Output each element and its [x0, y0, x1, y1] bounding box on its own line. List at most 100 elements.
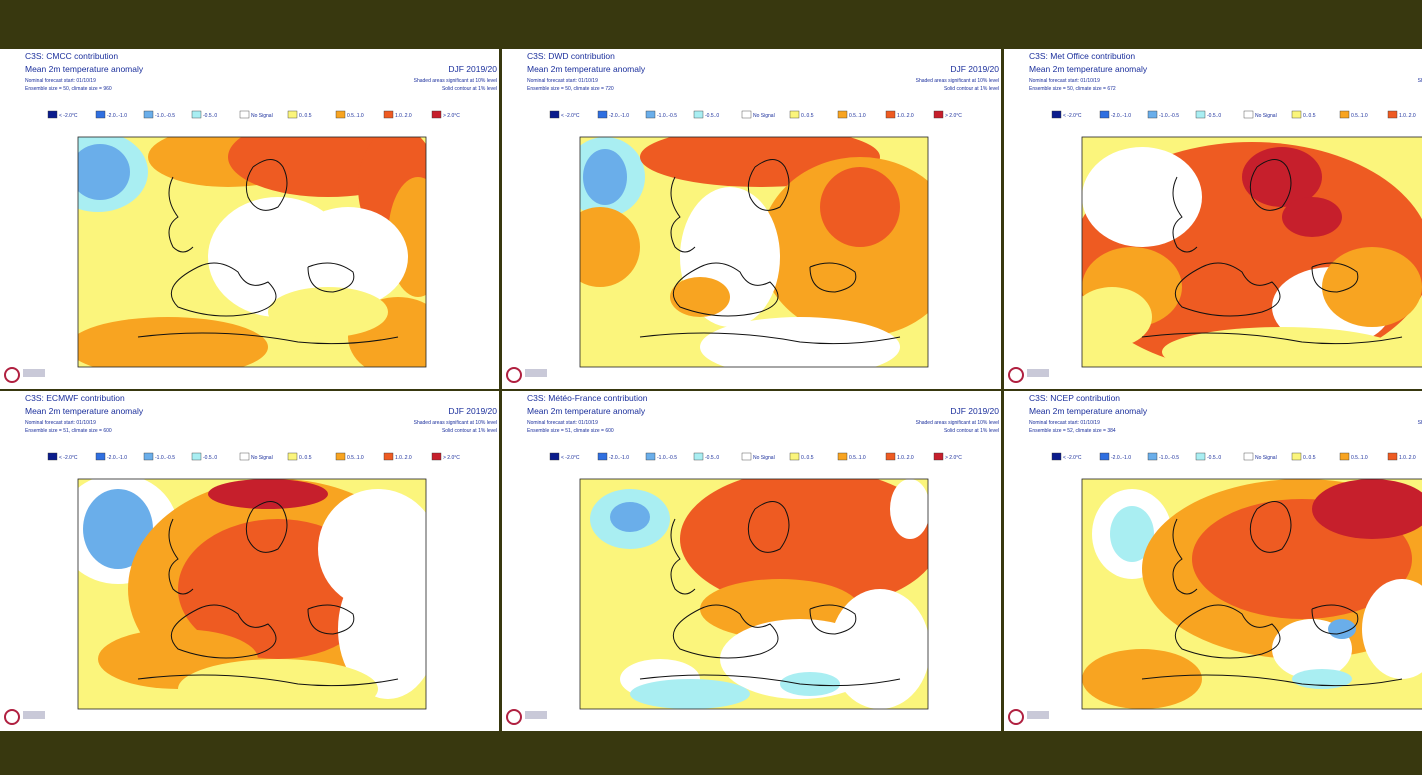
anomaly-area — [178, 659, 378, 709]
ensemble-size: Ensemble size = 51, climate size = 600 — [25, 428, 112, 434]
logo — [1008, 709, 1024, 725]
legend-label: No Signal — [753, 113, 775, 119]
legend-swatch — [1147, 452, 1158, 461]
legend-label: No Signal — [1255, 113, 1277, 119]
anomaly-area — [78, 167, 258, 327]
forecast-start: Nominal forecast start: 01/10/19 — [1029, 420, 1100, 426]
legend-label: No Signal — [753, 455, 775, 461]
anomaly-area — [1322, 247, 1422, 327]
logo — [1008, 367, 1024, 383]
legend-swatch — [1099, 452, 1110, 461]
legend-swatch — [287, 452, 298, 461]
logo — [4, 367, 20, 383]
legend-label: 0..0.5 — [1303, 113, 1316, 119]
map-panel: C3S: NCEP contribution Mean 2m temperatur… — [1004, 391, 1422, 731]
legend-swatch — [885, 110, 896, 119]
map-frame — [77, 136, 427, 368]
legend-label: < -2.0°C — [561, 455, 580, 461]
season: DJF 2019/20 — [950, 406, 999, 416]
forecast-start: Nominal forecast start: 01/10/19 — [527, 78, 598, 84]
season: DJF 2019/20 — [950, 64, 999, 74]
logo-text — [23, 369, 45, 377]
forecast-start: Nominal forecast start: 01/10/19 — [25, 420, 96, 426]
ensemble-size: Ensemble size = 52, climate size = 384 — [1029, 428, 1116, 434]
legend-swatch — [837, 452, 848, 461]
forecast-start: Nominal forecast start: 01/10/19 — [527, 420, 598, 426]
legend-swatch — [1387, 452, 1398, 461]
legend-label: 0.5..1.0 — [849, 455, 866, 461]
panel-subtitle: Mean 2m temperature anomaly — [1029, 64, 1148, 74]
anomaly-area — [670, 277, 730, 317]
anomaly-area — [610, 502, 650, 532]
legend-swatch — [191, 110, 202, 119]
contour-note: Solid contour at 1% level — [442, 428, 497, 434]
legend-swatch — [549, 452, 560, 461]
legend-label: > 2.0°C — [443, 455, 460, 461]
significance-note: Shaded areas significant at 10% level — [414, 420, 497, 426]
map — [77, 478, 427, 710]
map-frame — [579, 136, 929, 368]
legend-swatch — [1291, 110, 1302, 119]
legend-label: 1.0..2.0 — [1399, 455, 1416, 461]
panel-subtitle: Mean 2m temperature anomaly — [25, 406, 144, 416]
legend-swatch — [1195, 110, 1206, 119]
map-panel: C3S: Met Office contribution Mean 2m temp… — [1004, 49, 1422, 389]
legend-swatch — [597, 452, 608, 461]
anomaly-area — [820, 167, 900, 247]
ensemble-size: Ensemble size = 50, climate size = 720 — [527, 86, 614, 92]
logo — [506, 709, 522, 725]
panel-title: C3S: Met Office contribution — [1029, 51, 1135, 61]
panel-subtitle: Mean 2m temperature anomaly — [1029, 406, 1148, 416]
legend-label: 0.5..1.0 — [1351, 113, 1368, 119]
anomaly-area — [338, 559, 426, 699]
map-fill — [580, 137, 928, 367]
legend-label: 1.0..2.0 — [897, 455, 914, 461]
legend-label: -0.5..0 — [1207, 113, 1221, 119]
panel-title: C3S: CMCC contribution — [25, 51, 118, 61]
legend-label: 0.5..1.0 — [347, 113, 364, 119]
significance-note: Shaded areas significant at 10% level — [916, 420, 999, 426]
map-fill — [1082, 137, 1422, 367]
logo — [4, 709, 20, 725]
map-fill — [78, 137, 426, 367]
legend-swatch — [335, 452, 346, 461]
legend-swatch — [789, 110, 800, 119]
legend-swatch — [1051, 452, 1062, 461]
map-fill — [580, 479, 928, 709]
map-fill — [78, 479, 426, 709]
legend-swatch — [1051, 110, 1062, 119]
legend-label: -1.0..-0.5 — [155, 455, 175, 461]
panel-title: C3S: NCEP contribution — [1029, 393, 1120, 403]
map-panel: C3S: DWD contribution Mean 2m temperature… — [502, 49, 1001, 389]
season: DJF 2019/20 — [448, 64, 497, 74]
anomaly-area — [680, 479, 928, 609]
coastline — [1141, 159, 1403, 345]
legend-label: 0..0.5 — [299, 113, 312, 119]
anomaly-area — [1082, 147, 1202, 247]
anomaly-area — [268, 287, 388, 337]
legend-label: 1.0..2.0 — [897, 113, 914, 119]
legend-swatch — [741, 110, 752, 119]
legend-label: 0.5..1.0 — [1351, 455, 1368, 461]
coastline — [1141, 501, 1403, 687]
legend-swatch — [383, 110, 394, 119]
legend-swatch — [645, 452, 656, 461]
coastline — [137, 501, 399, 687]
legend-label: -1.0..-0.5 — [657, 455, 677, 461]
panel-subtitle: Mean 2m temperature anomaly — [25, 64, 144, 74]
legend-label: -2.0..-1.0 — [609, 113, 629, 119]
logo-text — [1027, 711, 1049, 719]
legend-swatch — [1243, 110, 1254, 119]
legend-swatch — [1339, 452, 1350, 461]
map-frame — [579, 478, 929, 710]
legend-label: < -2.0°C — [59, 455, 78, 461]
legend-label: 0..0.5 — [801, 455, 814, 461]
legend-label: < -2.0°C — [561, 113, 580, 119]
legend-label: -0.5..0 — [705, 113, 719, 119]
anomaly-area — [583, 149, 627, 205]
significance-note: Shaded areas significant at 10% level — [916, 78, 999, 84]
contour-note: Solid contour at 1% level — [944, 86, 999, 92]
legend-swatch — [143, 452, 154, 461]
legend-label: No Signal — [1255, 455, 1277, 461]
